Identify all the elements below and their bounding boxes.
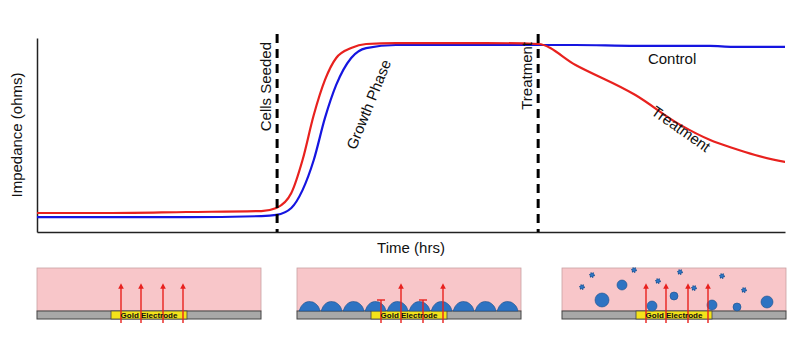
electrode-label: Gold Electrode xyxy=(381,311,438,320)
cell xyxy=(453,301,474,311)
schematic-panel: Gold Electrode xyxy=(37,268,261,323)
cell xyxy=(431,301,452,311)
event-label: Cells Seeded xyxy=(257,42,274,131)
cell xyxy=(475,301,496,311)
current-arrow xyxy=(182,286,183,323)
detached-cell xyxy=(595,293,609,307)
current-arrow xyxy=(707,286,708,323)
cell xyxy=(343,301,364,311)
detached-cell xyxy=(617,280,627,290)
cell xyxy=(387,301,408,311)
electrode xyxy=(371,311,447,319)
cell xyxy=(365,301,386,311)
current-block xyxy=(419,299,427,300)
chart-svg: Impedance (ohms) Time (hrs) Cells Seeded Tr… xyxy=(0,0,800,353)
axis-line xyxy=(38,232,786,234)
cell xyxy=(409,301,430,311)
event-line xyxy=(537,34,540,232)
annotation: Growth Phase xyxy=(343,57,394,151)
debris xyxy=(720,274,724,278)
x-axis-title: Time (hrs) xyxy=(377,239,445,256)
schematic-panel: Gold Electrode xyxy=(297,268,521,323)
electrode xyxy=(636,311,712,319)
medium xyxy=(562,268,786,311)
x-axis xyxy=(38,232,786,233)
substrate xyxy=(37,311,261,319)
data-line xyxy=(37,45,785,217)
electrode xyxy=(111,311,187,319)
debris xyxy=(692,286,696,290)
debris xyxy=(656,279,660,283)
schematic-panel: Gold Electrode xyxy=(562,268,786,323)
detached-cell xyxy=(733,303,741,311)
plot-area xyxy=(37,43,785,217)
electrode-label: Gold Electrode xyxy=(646,311,703,320)
event-label: Treatment xyxy=(518,41,535,110)
debris xyxy=(590,273,594,277)
debris xyxy=(742,288,746,292)
axis-line xyxy=(37,39,39,233)
debris xyxy=(632,268,636,272)
cell xyxy=(299,301,320,311)
y-axis-title: Impedance (ohms) xyxy=(8,72,25,197)
medium xyxy=(297,268,521,311)
debris xyxy=(580,285,584,289)
event-line xyxy=(276,34,279,232)
detached-cell xyxy=(670,292,678,300)
annotation: Treatment xyxy=(649,102,715,155)
debris xyxy=(678,270,682,274)
data-line xyxy=(37,43,785,213)
electrode-label: Gold Electrode xyxy=(121,311,178,320)
annotation: Control xyxy=(648,50,696,67)
detached-cell xyxy=(647,301,657,311)
current-block xyxy=(377,299,385,300)
current-arrow xyxy=(442,286,443,323)
cell xyxy=(321,301,342,311)
substrate xyxy=(297,311,521,319)
cell xyxy=(497,301,518,311)
substrate xyxy=(562,311,786,319)
y-axis xyxy=(37,39,38,233)
detached-cell xyxy=(761,296,773,308)
medium xyxy=(37,268,261,311)
